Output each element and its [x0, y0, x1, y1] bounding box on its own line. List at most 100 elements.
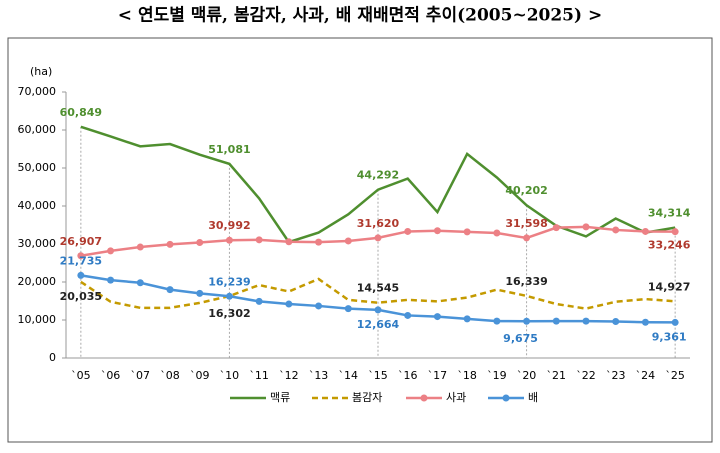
value-label: 14,545: [357, 282, 399, 295]
point: [136, 279, 144, 287]
point: [77, 271, 85, 279]
legend-label: 맥류: [270, 391, 290, 404]
point: [225, 236, 233, 244]
point: [107, 247, 115, 255]
point: [612, 318, 620, 326]
y-tick-label: 20,000: [18, 275, 57, 288]
x-tick-label: `13: [309, 369, 329, 382]
point: [433, 227, 441, 235]
point: [225, 292, 233, 300]
value-label: 12,664: [357, 318, 400, 331]
point: [552, 317, 560, 325]
point: [641, 318, 649, 326]
y-tick-label: 70,000: [18, 85, 57, 98]
chart-title: < 연도별 맥류, 봄감자, 사과, 배 재배면적 추이(2005~2025) …: [118, 6, 602, 26]
point: [344, 237, 352, 245]
x-tick-label: `11: [249, 369, 269, 382]
point: [493, 317, 501, 325]
legend-label: 봄감자: [352, 391, 382, 404]
value-label: 44,292: [357, 169, 399, 182]
x-tick-label: `15: [368, 369, 388, 382]
y-axis-label: (ha): [30, 65, 52, 78]
point: [285, 300, 293, 308]
value-label: 51,081: [208, 143, 250, 156]
legend-label: 배: [528, 391, 538, 404]
value-label: 31,620: [357, 217, 400, 230]
x-tick-label: `14: [339, 369, 359, 382]
value-label: 9,675: [503, 332, 538, 345]
point: [493, 229, 501, 237]
x-tick-label: `20: [517, 369, 537, 382]
x-tick-label: `19: [487, 369, 507, 382]
x-tick-label: `10: [220, 369, 240, 382]
x-tick-label: `16: [398, 369, 418, 382]
point: [255, 236, 263, 244]
value-label: 14,927: [648, 280, 690, 293]
point: [136, 243, 144, 251]
y-tick-label: 50,000: [18, 161, 57, 174]
point: [523, 234, 531, 242]
value-label: 9,361: [652, 330, 687, 343]
point: [166, 240, 174, 248]
y-tick-label: 60,000: [18, 123, 57, 136]
value-label: 60,849: [60, 106, 102, 119]
value-label: 34,314: [648, 207, 691, 220]
value-label: 16,239: [208, 275, 250, 288]
legend-marker: [420, 394, 428, 402]
x-tick-label: `06: [101, 369, 121, 382]
legend-marker: [502, 394, 510, 402]
x-tick-label: `09: [190, 369, 210, 382]
x-tick-label: `25: [665, 369, 685, 382]
value-label: 40,202: [505, 184, 547, 197]
point: [404, 227, 412, 235]
point: [166, 286, 174, 294]
point: [671, 318, 679, 326]
series-line: [80, 125, 676, 244]
chart-frame: [7, 37, 713, 443]
point: [315, 302, 323, 310]
x-tick-label: `23: [606, 369, 626, 382]
x-tick-label: `05: [71, 369, 91, 382]
series-line: [80, 277, 676, 310]
point: [612, 226, 620, 234]
point: [523, 317, 531, 325]
point: [671, 228, 679, 236]
x-tick-label: `07: [131, 369, 151, 382]
y-tick-label: 30,000: [18, 237, 57, 250]
value-label: 30,992: [208, 219, 250, 232]
point: [582, 223, 590, 231]
x-tick-label: `17: [428, 369, 448, 382]
value-label: 21,735: [60, 254, 102, 267]
point: [463, 315, 471, 323]
x-tick-label: `21: [547, 369, 567, 382]
x-tick-label: `22: [576, 369, 596, 382]
point: [582, 317, 590, 325]
point: [344, 305, 352, 313]
point: [641, 227, 649, 235]
value-label: 16,339: [505, 275, 547, 288]
point: [255, 297, 263, 305]
point: [315, 238, 323, 246]
point: [552, 224, 560, 232]
x-tick-label: `18: [457, 369, 477, 382]
point: [433, 313, 441, 321]
legend-label: 사과: [446, 391, 466, 404]
value-label: 20,035: [60, 290, 102, 303]
point: [463, 228, 471, 236]
point: [196, 289, 204, 297]
value-label: 33,246: [648, 239, 691, 252]
y-tick-label: 0: [49, 351, 56, 364]
value-label: 26,907: [60, 235, 102, 248]
point: [285, 238, 293, 246]
point: [77, 252, 85, 260]
y-tick-label: 10,000: [18, 313, 57, 326]
value-label: 16,302: [208, 307, 250, 320]
point: [196, 238, 204, 246]
x-tick-label: `24: [636, 369, 656, 382]
value-label: 31,598: [505, 217, 547, 230]
point: [107, 276, 115, 284]
point: [374, 234, 382, 242]
x-tick-label: `08: [160, 369, 180, 382]
point: [404, 311, 412, 319]
